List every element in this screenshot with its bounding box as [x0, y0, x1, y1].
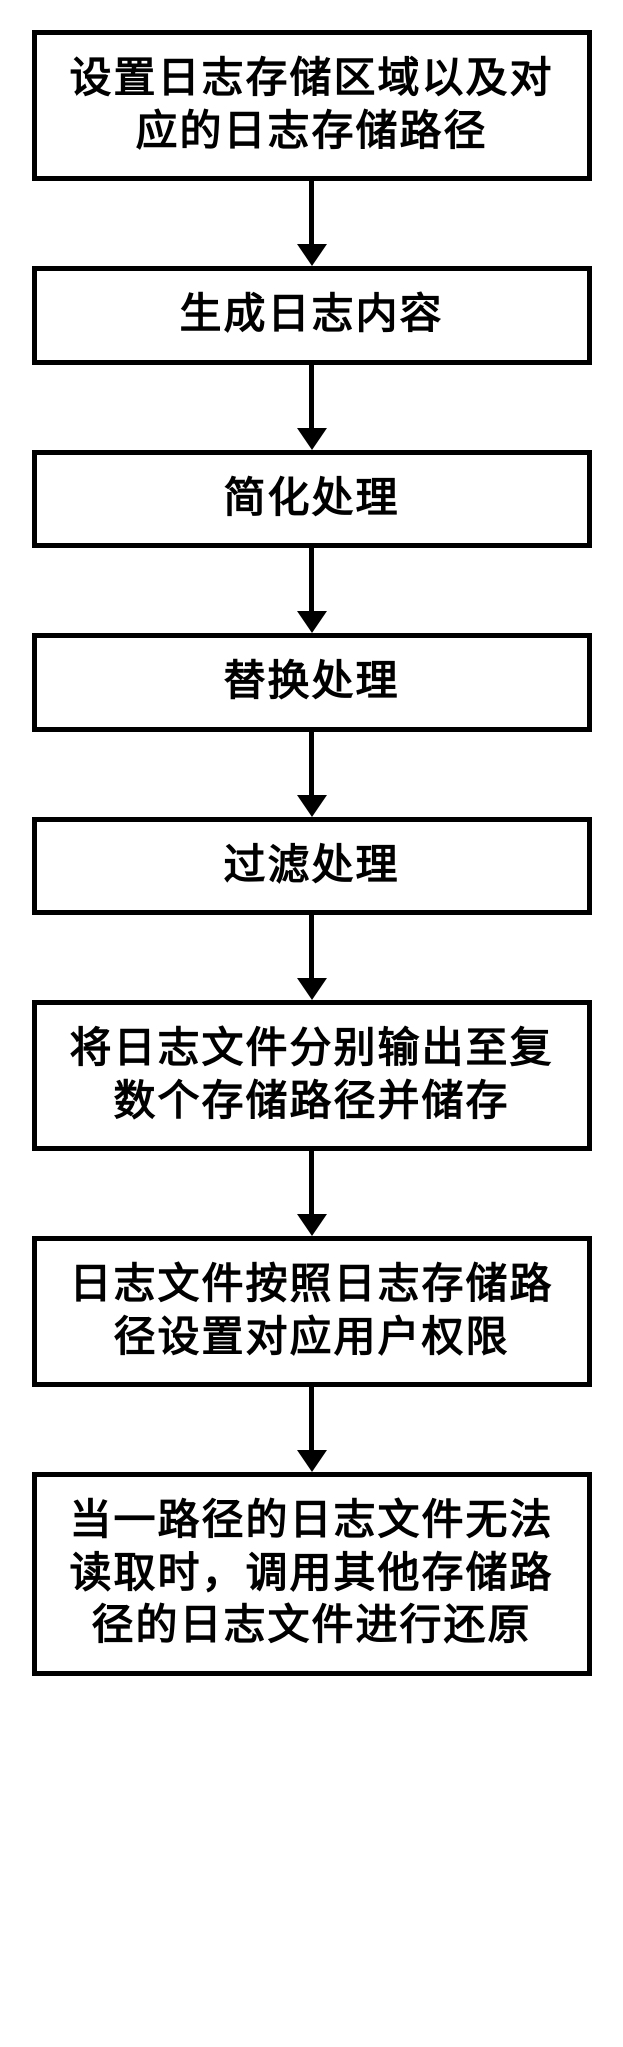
flow-node: 日志文件按照日志存储路径设置对应用户权限	[32, 1236, 592, 1387]
flow-node: 设置日志存储区域以及对应的日志存储路径	[32, 30, 592, 181]
arrow-head-icon	[297, 611, 327, 633]
flow-node-text: 替换处理	[223, 656, 399, 709]
flow-arrow	[297, 915, 327, 1000]
flow-node-text: 生成日志内容	[179, 289, 443, 342]
flow-arrow	[297, 181, 327, 266]
flowchart-container: 设置日志存储区域以及对应的日志存储路径 生成日志内容 简化处理 替换处理 过滤处…	[32, 30, 592, 1676]
arrow-line	[309, 1387, 314, 1450]
flow-arrow	[297, 1387, 327, 1472]
arrow-line	[309, 181, 314, 244]
arrow-head-icon	[297, 978, 327, 1000]
arrow-line	[309, 548, 314, 611]
arrow-line	[309, 1151, 314, 1214]
flow-arrow	[297, 732, 327, 817]
arrow-head-icon	[297, 1450, 327, 1472]
flow-node: 简化处理	[32, 450, 592, 549]
arrow-head-icon	[297, 428, 327, 450]
flow-node-text: 当一路径的日志文件无法读取时，调用其他存储路径的日志文件进行还原	[57, 1495, 567, 1653]
arrow-head-icon	[297, 795, 327, 817]
flow-arrow	[297, 1151, 327, 1236]
flow-arrow	[297, 548, 327, 633]
flow-node: 替换处理	[32, 633, 592, 732]
flow-node-text: 日志文件按照日志存储路径设置对应用户权限	[57, 1259, 567, 1364]
arrow-line	[309, 915, 314, 978]
flow-node-text: 过滤处理	[223, 840, 399, 893]
arrow-head-icon	[297, 1214, 327, 1236]
flow-node-text: 简化处理	[223, 473, 399, 526]
flow-node: 过滤处理	[32, 817, 592, 916]
arrow-line	[309, 732, 314, 795]
flow-node-text: 设置日志存储区域以及对应的日志存储路径	[57, 53, 567, 158]
arrow-line	[309, 365, 314, 428]
flow-node: 当一路径的日志文件无法读取时，调用其他存储路径的日志文件进行还原	[32, 1472, 592, 1676]
flow-arrow	[297, 365, 327, 450]
flow-node-text: 将日志文件分别输出至复数个存储路径并储存	[57, 1023, 567, 1128]
flow-node: 生成日志内容	[32, 266, 592, 365]
flow-node: 将日志文件分别输出至复数个存储路径并储存	[32, 1000, 592, 1151]
arrow-head-icon	[297, 244, 327, 266]
